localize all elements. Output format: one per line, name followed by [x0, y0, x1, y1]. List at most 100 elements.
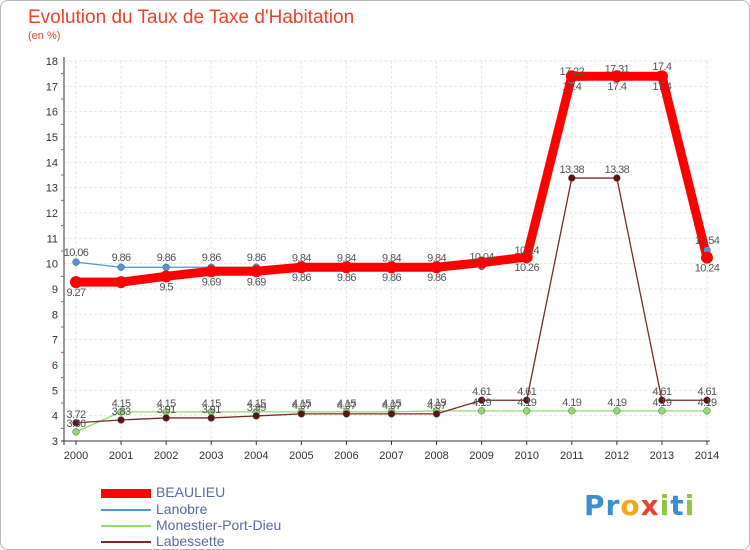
- data-label: 10.06: [64, 247, 89, 259]
- data-point: [162, 414, 170, 422]
- legend-item: Labessette: [101, 533, 361, 549]
- data-label: 17.4: [652, 81, 671, 93]
- data-point: [340, 261, 353, 274]
- data-label: 9.84: [382, 253, 401, 265]
- data-label: 3.91: [202, 404, 221, 416]
- data-point: [160, 270, 173, 283]
- x-tick-label: 2008: [424, 450, 448, 462]
- data-label: 4.15: [382, 398, 401, 410]
- data-point: [613, 174, 621, 182]
- y-tick-label: 10: [46, 259, 58, 271]
- legend-label: Labessette: [156, 533, 225, 549]
- y-tick-label: 18: [46, 56, 58, 68]
- x-tick-label: 2014: [695, 450, 719, 462]
- data-label: 4.19: [562, 397, 581, 409]
- data-label: 9.86: [247, 252, 266, 264]
- data-label: 9.86: [202, 252, 221, 264]
- y-tick-label: 6: [52, 360, 58, 372]
- data-point: [117, 408, 125, 416]
- data-point: [568, 174, 576, 182]
- data-point: [520, 251, 533, 264]
- legend-label: BEAULIEU: [156, 484, 226, 500]
- data-label: 3.83: [112, 406, 131, 418]
- data-label: 9.69: [247, 276, 266, 288]
- data-label: 9.27: [66, 287, 85, 299]
- data-point: [207, 414, 215, 422]
- chart-title: Evolution du Taux de Taxe d'Habitation: [28, 7, 355, 28]
- data-point: [387, 410, 396, 418]
- x-tick-label: 2011: [560, 450, 584, 462]
- data-point: [613, 407, 621, 415]
- data-label: 17.22: [560, 66, 585, 78]
- x-tick-label: 2001: [109, 450, 133, 462]
- x-tick-label: 2003: [199, 450, 223, 462]
- data-label: 4.19: [517, 397, 536, 409]
- data-point: [115, 276, 128, 289]
- data-label: 17.4: [607, 81, 626, 93]
- x-tick-label: 2005: [289, 450, 313, 462]
- x-tick-label: 2012: [605, 450, 629, 462]
- data-point: [117, 416, 125, 424]
- data-point: [610, 70, 623, 83]
- data-label: 9.84: [292, 253, 311, 265]
- logo-letter: P: [584, 489, 606, 522]
- y-tick-label: 12: [46, 208, 58, 220]
- legend-item: Monestier-Port-Dieu: [101, 517, 361, 534]
- data-label: 4.19: [697, 397, 716, 409]
- data-point: [703, 407, 711, 415]
- data-label: 4.15: [247, 398, 266, 410]
- data-point: [162, 263, 170, 271]
- legend-swatch: [101, 488, 151, 498]
- data-label: 9.5: [159, 281, 173, 293]
- data-label: 9.69: [202, 276, 221, 288]
- data-point: [655, 70, 668, 83]
- data-label: 17.31: [605, 63, 630, 75]
- data-point: [250, 265, 263, 278]
- legend-swatch: [101, 525, 151, 527]
- data-label: 3.91: [157, 404, 176, 416]
- data-label: 17.4: [652, 61, 671, 73]
- legend-label: Monestier-Port-Dieu: [156, 517, 282, 533]
- data-label: 4.19: [427, 397, 446, 409]
- data-point: [432, 410, 441, 418]
- data-label: 13.38: [605, 164, 630, 176]
- data-label: 4.15: [292, 398, 311, 410]
- proxiti-logo: Proxiti: [584, 489, 695, 522]
- data-point: [205, 265, 218, 278]
- data-label: 4.07: [427, 400, 446, 412]
- data-label: 10.14: [514, 245, 539, 257]
- legend-item: BEAULIEU: [101, 484, 361, 501]
- data-label: 4.15: [157, 398, 176, 410]
- logo-letter: x: [640, 489, 660, 522]
- data-point: [703, 396, 711, 404]
- data-point: [523, 396, 531, 404]
- y-tick-label: 9: [52, 284, 58, 296]
- data-point: [658, 407, 666, 415]
- x-tick-label: 2010: [514, 450, 538, 462]
- data-label: 4.15: [112, 398, 131, 410]
- x-tick-label: 2004: [244, 450, 268, 462]
- y-tick-label: 8: [52, 309, 58, 321]
- data-point: [72, 419, 80, 427]
- chart-subtitle: (en %): [28, 30, 61, 42]
- data-label: 10.54: [695, 235, 720, 247]
- data-label: 4.61: [697, 386, 716, 398]
- y-tick-label: 17: [46, 81, 58, 93]
- logo-letter: t: [670, 489, 685, 522]
- data-point: [523, 407, 531, 415]
- data-label: 13.38: [560, 164, 585, 176]
- data-point: [477, 407, 486, 415]
- y-tick-label: 7: [52, 335, 58, 347]
- data-label: 4.15: [202, 398, 221, 410]
- data-label: 4.61: [472, 386, 491, 398]
- data-point: [701, 251, 713, 264]
- y-tick-label: 15: [46, 132, 58, 144]
- data-point: [70, 276, 82, 289]
- data-label: 4.07: [382, 400, 401, 412]
- data-label: 9.86: [292, 272, 311, 284]
- data-label: 10.26: [514, 262, 539, 274]
- legend-swatch: [101, 541, 151, 543]
- x-tick-label: 2002: [154, 450, 178, 462]
